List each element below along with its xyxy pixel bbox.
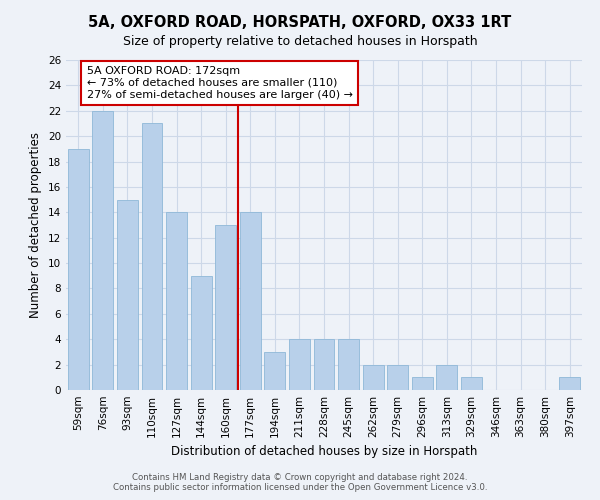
Bar [314,339,334,390]
Bar [191,276,212,390]
Text: Contains HM Land Registry data © Crown copyright and database right 2024.
Contai: Contains HM Land Registry data © Crown c… [113,473,487,492]
Text: 5A, OXFORD ROAD, HORSPATH, OXFORD, OX33 1RT: 5A, OXFORD ROAD, HORSPATH, OXFORD, OX33 … [88,15,512,30]
Bar [215,225,236,390]
Bar [265,352,286,390]
Bar [68,149,89,390]
Bar [289,339,310,390]
Bar [92,111,113,390]
Bar [387,364,408,390]
Bar [240,212,261,390]
X-axis label: Distribution of detached houses by size in Horspath: Distribution of detached houses by size … [171,446,477,458]
Y-axis label: Number of detached properties: Number of detached properties [29,132,43,318]
Bar [461,378,482,390]
Bar [142,124,163,390]
Bar [559,378,580,390]
Bar [117,200,138,390]
Bar [362,364,383,390]
Bar [166,212,187,390]
Bar [338,339,359,390]
Text: Size of property relative to detached houses in Horspath: Size of property relative to detached ho… [122,35,478,48]
Text: 5A OXFORD ROAD: 172sqm
← 73% of detached houses are smaller (110)
27% of semi-de: 5A OXFORD ROAD: 172sqm ← 73% of detached… [87,66,353,100]
Bar [436,364,457,390]
Bar [412,378,433,390]
